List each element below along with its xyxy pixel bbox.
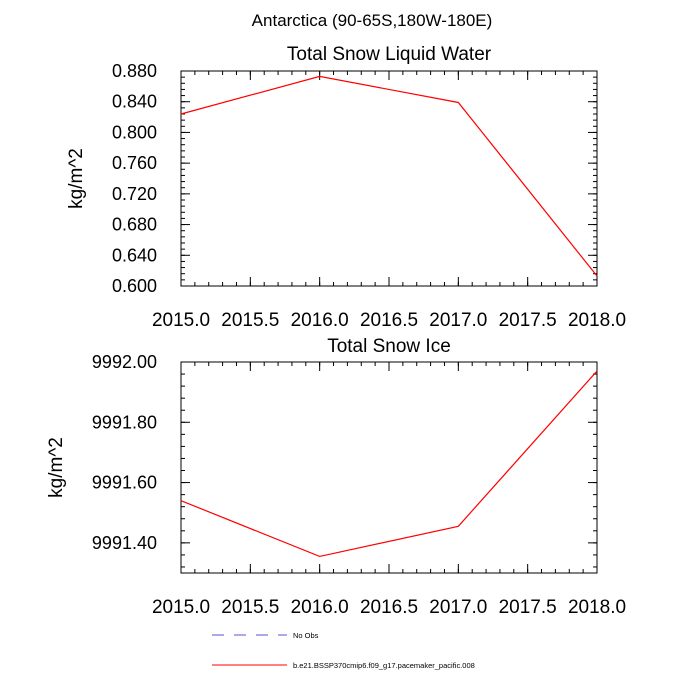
series-line	[180, 370, 598, 558]
y-tick-label: 9992.00	[92, 352, 157, 372]
x-tick-label: 2017.5	[499, 597, 557, 618]
x-tick-label: 2015.5	[221, 597, 279, 618]
panel-title: Total Snow Liquid Water	[287, 44, 492, 65]
x-tick-label: 2015.0	[152, 310, 210, 331]
y-tick-label: 0.640	[112, 245, 157, 265]
x-tick-label: 2016.0	[291, 597, 349, 618]
panel-total-snow-liquid-water: Total Snow Liquid Water kg/m^2 2015.0 2015.…	[66, 44, 626, 331]
x-tick-label: 2017.5	[499, 310, 557, 331]
x-tick-label: 2017.0	[429, 310, 487, 331]
y-tick-label: 0.680	[112, 215, 157, 235]
x-tick-label: 2018.0	[568, 310, 626, 331]
y-tick-label: 0.760	[112, 153, 157, 173]
figure-title: Antarctica (90-65S,180W-180E)	[252, 11, 493, 30]
y-tick-label: 9991.80	[92, 412, 157, 432]
legend: No Obs b.e21.BSSP370cmip6.f09_g17.pacema…	[212, 631, 475, 670]
x-tick-label: 2015.5	[221, 310, 279, 331]
x-tick-label: 2016.0	[291, 310, 349, 331]
y-tick-label: 9991.60	[92, 473, 157, 493]
legend-no-obs-label: No Obs	[293, 631, 319, 640]
y-tick-label: 0.720	[112, 184, 157, 204]
panel-title: Total Snow Ice	[327, 336, 451, 357]
y-axis-label: kg/m^2	[66, 148, 87, 209]
y-tick-label: 0.800	[112, 122, 157, 142]
y-axis-label: kg/m^2	[46, 437, 67, 498]
legend-model-label: b.e21.BSSP370cmip6.f09_g17.pacemaker_pac…	[293, 661, 475, 670]
x-tick-label: 2017.0	[429, 597, 487, 618]
x-tick-label: 2018.0	[568, 597, 626, 618]
y-tick-label: 0.880	[112, 61, 157, 81]
panel-total-snow-ice: Total Snow Ice kg/m^2 2015.0 2015.5 2016.0 20…	[46, 336, 626, 618]
plot-frame	[180, 70, 598, 287]
y-tick-label: 9991.40	[92, 533, 157, 553]
x-tick-label: 2015.0	[152, 597, 210, 618]
y-tick-label: 0.840	[112, 92, 157, 112]
x-tick-label: 2016.5	[360, 597, 418, 618]
x-tick-label: 2016.5	[360, 310, 418, 331]
series-line	[180, 75, 598, 277]
y-tick-label: 0.600	[112, 276, 157, 296]
